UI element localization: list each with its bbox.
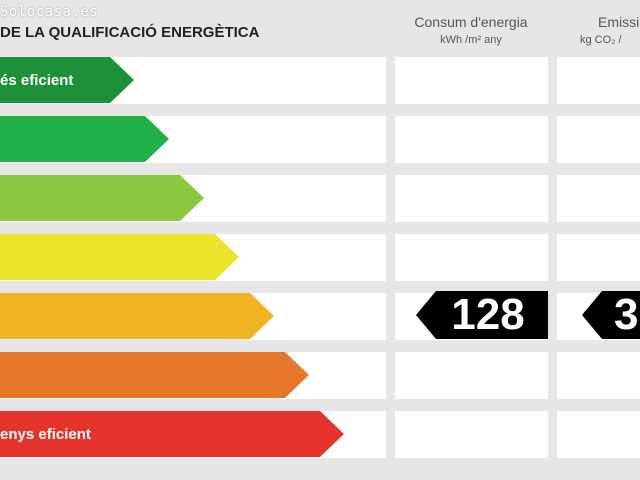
rating-row-cell (557, 57, 640, 104)
consumption-value: 128 (451, 290, 525, 339)
emissions-value: 3 (614, 290, 639, 339)
rating-arrow-label: és eficient (0, 71, 74, 89)
rating-row-cell (395, 234, 548, 281)
emissions-unit: kg CO₂ / (580, 34, 622, 46)
consumption-unit: kWh /m² any (440, 34, 502, 46)
rating-arrow (0, 175, 204, 221)
emissions-title: Emissi (598, 14, 640, 30)
rating-arrow (0, 234, 239, 280)
rating-arrow-label: enys eficient (0, 425, 91, 443)
rating-row-cell (395, 411, 548, 458)
rating-row-cell (557, 175, 640, 222)
rating-arrow: enys eficient (0, 411, 344, 457)
rating-arrow (0, 116, 169, 162)
rating-row-cell (395, 175, 548, 222)
watermark: Solocasa.es (0, 4, 99, 20)
consumption-indicator: 128 (416, 291, 548, 339)
rating-row-cell (395, 352, 548, 399)
rating-arrow (0, 352, 309, 398)
rating-row-cell (557, 116, 640, 163)
consumption-header: Consum d'energia kWh /m² any (394, 14, 548, 46)
rating-arrow (0, 293, 274, 339)
rating-row-cell (557, 234, 640, 281)
rating-row-cell (395, 57, 548, 104)
rating-row-cell (395, 116, 548, 163)
rating-row-cell (557, 411, 640, 458)
rating-arrow: és eficient (0, 57, 134, 103)
rating-row-cell (557, 352, 640, 399)
consumption-title: Consum d'energia (414, 14, 528, 30)
emissions-header: Emissi kg CO₂ / (556, 14, 640, 46)
label-title: DE LA QUALIFICACIÓ ENERGÈTICA (0, 24, 260, 41)
